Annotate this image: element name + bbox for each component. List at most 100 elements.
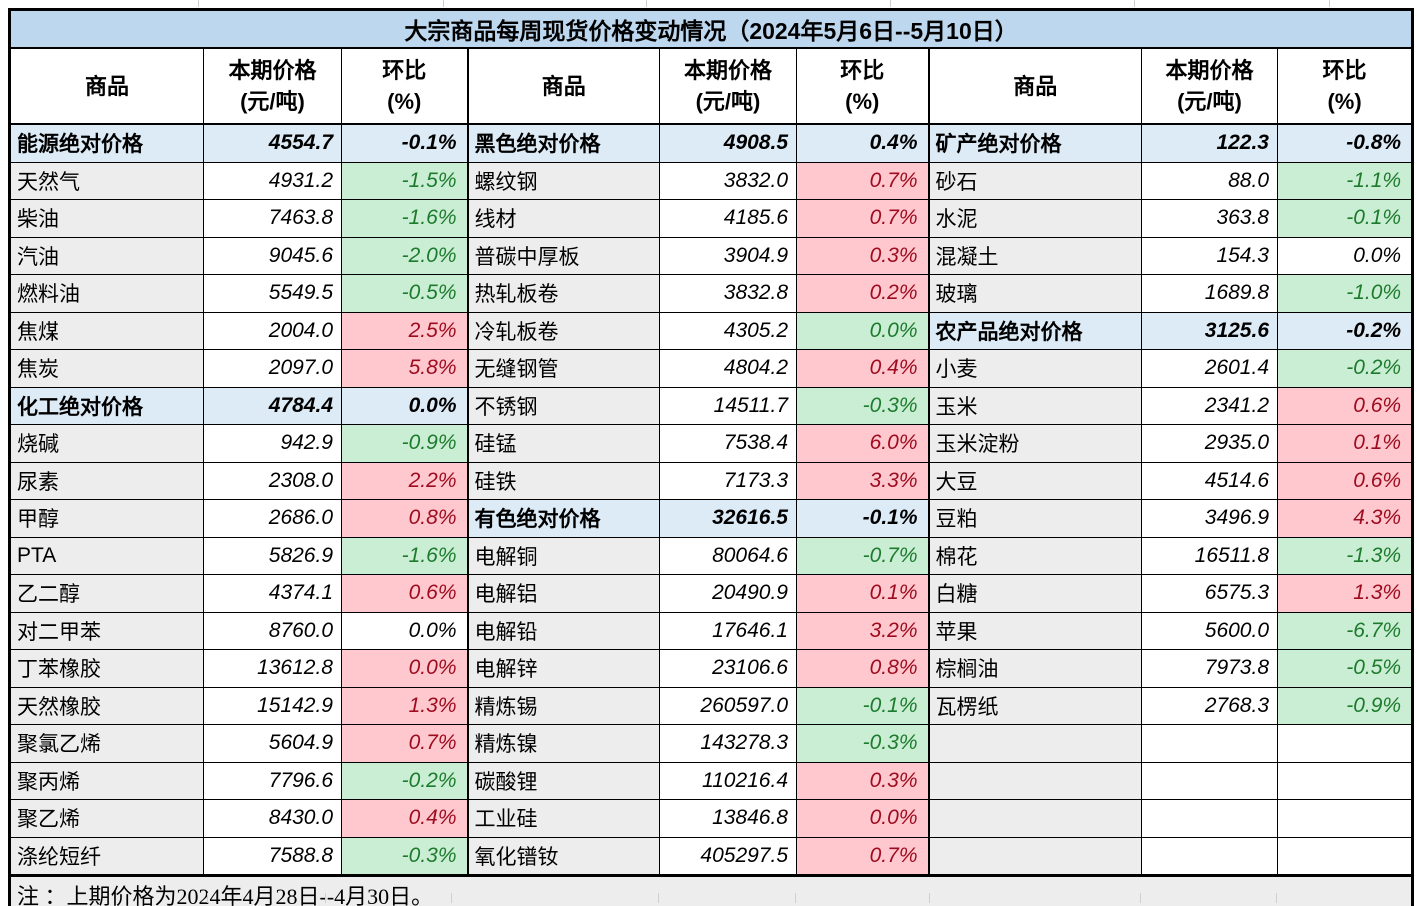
commodity-name-cell: 不锈钢 <box>466 386 660 425</box>
commodity-name-cell: 小麦 <box>927 349 1142 388</box>
price-cell: 3832.8 <box>659 274 797 313</box>
commodity-name-cell: 聚丙烯 <box>9 761 204 800</box>
commodity-name-cell: 燃料油 <box>9 274 204 313</box>
commodity-name-cell: 无缝钢管 <box>466 349 660 388</box>
price-cell: 3125.6 <box>1141 311 1278 350</box>
table-row: 柴油 7463.8 -1.6% 线材 4185.6 0.7% 水泥 363.8 -0.1% <box>9 199 1414 238</box>
pct-change-cell: -0.7% <box>796 536 929 575</box>
gridline-tick <box>929 893 930 903</box>
price-cell: 1689.8 <box>1141 274 1278 313</box>
commodity-name-cell: 玻璃 <box>927 274 1142 313</box>
pct-change-cell <box>1276 799 1414 838</box>
section-name-cell: 化工绝对价格 <box>9 386 204 425</box>
pct-change-cell: -0.5% <box>341 274 468 313</box>
column-header-commodity: 商品 <box>927 47 1142 125</box>
pct-change-cell: 0.0% <box>341 386 468 425</box>
price-cell: 9045.6 <box>203 236 342 275</box>
price-cell: 2341.2 <box>1141 386 1278 425</box>
gridline-tick <box>198 0 199 7</box>
commodity-name-cell: 砂石 <box>927 161 1142 200</box>
price-cell: 5549.5 <box>203 274 342 313</box>
table-row: 聚乙烯 8430.0 0.4% 工业硅 13846.8 0.0% <box>9 799 1414 838</box>
commodity-name-cell: 电解锌 <box>466 649 660 688</box>
price-cell: 20490.9 <box>659 574 797 613</box>
gridline-tick <box>451 893 452 903</box>
pct-change-cell: -0.5% <box>1276 649 1414 688</box>
commodity-name-cell: 乙二醇 <box>9 574 204 613</box>
pct-change-cell: 2.5% <box>341 311 468 350</box>
commodity-name-cell <box>927 761 1142 800</box>
pct-change-cell: 0.0% <box>796 799 929 838</box>
pct-change-cell: 0.1% <box>796 574 929 613</box>
column-header-commodity: 商品 <box>9 47 204 125</box>
gridline-tick <box>890 0 891 7</box>
price-cell: 2097.0 <box>203 349 342 388</box>
price-cell: 942.9 <box>203 424 342 463</box>
pct-change-cell <box>1276 836 1414 876</box>
commodity-name-cell: 线材 <box>466 199 660 238</box>
table-row: 焦炭 2097.0 5.8% 无缝钢管 4804.2 0.4% 小麦 2601.4 -0.2% <box>9 349 1414 388</box>
pct-change-cell: -1.6% <box>341 536 468 575</box>
price-cell: 260597.0 <box>659 686 797 725</box>
pct-change-cell <box>1276 761 1414 800</box>
table-row: 烧碱 942.9 -0.9% 硅锰 7538.4 6.0% 玉米淀粉 2935.0 0.1% <box>9 424 1414 463</box>
price-cell: 23106.6 <box>659 649 797 688</box>
price-cell: 32616.5 <box>659 499 797 538</box>
pct-change-cell: 1.3% <box>1276 574 1414 613</box>
gridline-tick <box>646 0 647 7</box>
pct-change-cell: -2.0% <box>341 236 468 275</box>
price-cell: 5604.9 <box>203 724 342 763</box>
price-cell: 13846.8 <box>659 799 797 838</box>
price-cell: 2768.3 <box>1141 686 1278 725</box>
price-cell: 16511.8 <box>1141 536 1278 575</box>
commodity-name-cell: 普碳中厚板 <box>466 236 660 275</box>
pct-change-cell: 0.7% <box>796 161 929 200</box>
column-header-price: 本期价格 (元/吨) <box>659 47 797 125</box>
pct-change-cell: -1.1% <box>1276 161 1414 200</box>
pct-change-cell: -0.9% <box>1276 686 1414 725</box>
price-cell: 7973.8 <box>1141 649 1278 688</box>
table-row: 聚氯乙烯 5604.9 0.7% 精炼镍 143278.3 -0.3% <box>9 724 1414 763</box>
price-cell: 3832.0 <box>659 161 797 200</box>
table-row: 天然气 4931.2 -1.5% 螺纹钢 3832.0 0.7% 砂石 88.0 -1.1% <box>9 161 1414 200</box>
commodity-name-cell: 白糖 <box>927 574 1142 613</box>
price-cell: 2686.0 <box>203 499 342 538</box>
pct-change-cell: 0.3% <box>796 761 929 800</box>
table-row: 尿素 2308.0 2.2% 硅铁 7173.3 3.3% 大豆 4514.6 0.6% <box>9 461 1414 500</box>
pct-change-cell: -1.6% <box>341 199 468 238</box>
pct-change-cell: 6.0% <box>796 424 929 463</box>
commodity-name-cell: 电解铅 <box>466 611 660 650</box>
price-cell: 5826.9 <box>203 536 342 575</box>
footnote: 注 ：上期价格为2024年4月28日--4月30日。 <box>8 874 1414 906</box>
pct-change-cell: 2.2% <box>341 461 468 500</box>
pct-change-cell: -0.3% <box>341 836 468 876</box>
commodity-name-cell: 硅铁 <box>466 461 660 500</box>
commodity-name-cell: 电解铜 <box>466 536 660 575</box>
price-cell: 6575.3 <box>1141 574 1278 613</box>
table-body: 能源绝对价格 4554.7 -0.1% 黑色绝对价格 4908.5 0.4% 矿产绝对价格 1… <box>9 123 1414 876</box>
pct-change-cell: -1.3% <box>1276 536 1414 575</box>
pct-change-cell: -6.7% <box>1276 611 1414 650</box>
price-cell: 4908.5 <box>659 123 797 163</box>
price-cell: 13612.8 <box>203 649 342 688</box>
commodity-name-cell: 精炼镍 <box>466 724 660 763</box>
price-cell: 4305.2 <box>659 311 797 350</box>
gridline-tick <box>207 893 208 903</box>
commodity-name-cell <box>927 799 1142 838</box>
commodity-name-cell: 焦煤 <box>9 311 204 350</box>
price-cell: 143278.3 <box>659 724 797 763</box>
price-cell: 7796.6 <box>203 761 342 800</box>
commodity-price-table: 大宗商品每周现货价格变动情况（2024年5月6日--5月10日） 商品 本期价格(… <box>8 8 1415 906</box>
column-header-pct: 环比 (%) <box>796 47 929 125</box>
pct-change-cell: 0.7% <box>341 724 468 763</box>
commodity-name-cell: 水泥 <box>927 199 1142 238</box>
column-header-price: 本期价格 (元/吨) <box>1141 47 1278 125</box>
column-header-pct: 环比 (%) <box>1276 47 1414 125</box>
commodity-name-cell: 甲醇 <box>9 499 204 538</box>
header-row: 商品 本期价格 (元/吨) 环比 (%) 商品 本期价格 (元/吨) 环比 (%) 商品 本期价格 (元… <box>9 47 1414 125</box>
commodity-name-cell: 对二甲苯 <box>9 611 204 650</box>
pct-change-cell: -0.3% <box>796 724 929 763</box>
pct-change-cell: -0.8% <box>1276 123 1414 163</box>
price-cell: 4185.6 <box>659 199 797 238</box>
